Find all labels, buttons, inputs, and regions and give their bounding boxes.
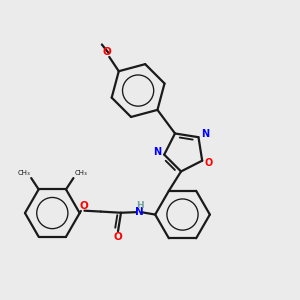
Text: CH₃: CH₃ <box>18 170 30 176</box>
Text: N: N <box>201 129 209 139</box>
Text: O: O <box>79 201 88 211</box>
Text: O: O <box>114 232 122 242</box>
Text: H: H <box>136 201 143 210</box>
Text: O: O <box>103 46 111 57</box>
Text: CH₃: CH₃ <box>74 170 87 176</box>
Text: O: O <box>205 158 213 168</box>
Text: N: N <box>154 147 162 157</box>
Text: N: N <box>135 207 144 217</box>
